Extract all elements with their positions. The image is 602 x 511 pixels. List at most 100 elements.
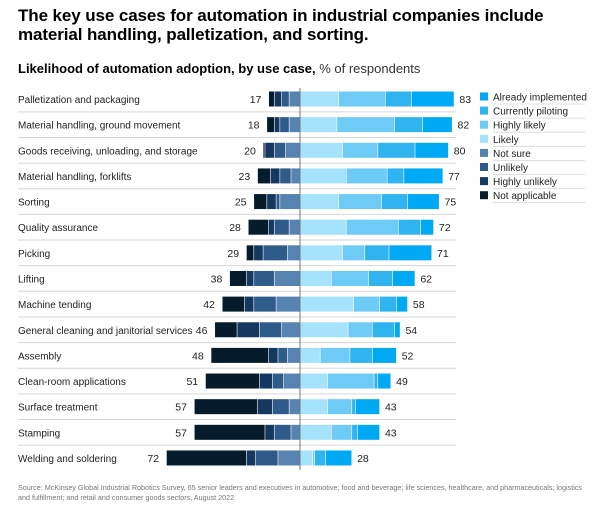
left-total-label: 29: [227, 248, 239, 260]
left-total-label: 51: [186, 376, 198, 388]
chart: Palletization and packaging 83 17 Material …: [18, 88, 587, 470]
category-label: Clean-room applications: [18, 377, 126, 388]
bar-segment-already-implemented: [422, 117, 452, 133]
bar-segment-already-implemented: [415, 142, 449, 158]
bar-segment-not-applicable: [267, 117, 274, 133]
left-total-label: 38: [211, 273, 223, 285]
bar-segment-already-implemented: [411, 91, 454, 107]
category-label: Machine tending: [18, 300, 91, 311]
bar-segment-currently-piloting: [352, 424, 358, 440]
bar-segment-likely: [300, 168, 346, 184]
right-total-label: 54: [405, 325, 417, 337]
category-label: General cleaning and janitorial services: [18, 326, 193, 337]
bar-segment-likely: [300, 322, 348, 338]
bar-segment-likely: [300, 347, 320, 363]
category-label: Material handling, ground movement: [18, 121, 181, 132]
bar-segment-likely: [300, 117, 337, 133]
bar-segment-likely: [300, 424, 332, 440]
right-total-label: 77: [448, 171, 460, 183]
bar-segment-unlikely: [259, 322, 282, 338]
bar-segment-currently-piloting: [378, 142, 415, 158]
bar-segment-highly-likely: [337, 117, 395, 133]
bar-segment-highly-likely: [320, 347, 350, 363]
left-total-label: 17: [250, 94, 262, 106]
source-note: Source: McKinsey Global Industrial Robot…: [18, 483, 582, 502]
legend-item: Not sure: [493, 149, 531, 160]
bar-segment-currently-piloting: [368, 270, 393, 286]
legend-item: Currently piloting: [493, 107, 568, 118]
bar-segment-not-sure: [291, 424, 300, 440]
bar-segment-unlikely: [276, 194, 280, 210]
right-total-label: 62: [420, 273, 432, 285]
left-total-label: 42: [203, 299, 215, 311]
category-label: Sorting: [18, 198, 50, 209]
right-total-label: 80: [454, 145, 466, 157]
legend-item: Not applicable: [493, 191, 557, 202]
legend-item: Highly likely: [493, 121, 546, 132]
bar-segment-highly-likely: [342, 142, 378, 158]
legend-item: Likely: [493, 135, 519, 146]
bar-segment-not-sure: [289, 91, 300, 107]
bar-segment-currently-piloting: [387, 168, 404, 184]
bar-segment-currently-piloting: [394, 117, 423, 133]
bar-segment-unlikely: [280, 168, 291, 184]
chart-subtitle: Likelihood of automation adoption, by us…: [18, 61, 420, 76]
bar-segment-highly-likely: [331, 270, 369, 286]
legend-swatch: [480, 120, 488, 129]
left-total-label: 48: [192, 350, 204, 362]
bar-segment-not-applicable: [229, 270, 247, 286]
bar-segment-currently-piloting: [352, 399, 356, 415]
right-total-label: 82: [458, 120, 470, 132]
legend-swatch: [480, 106, 488, 115]
bar-segment-unlikely: [278, 347, 287, 363]
legend-swatch: [480, 92, 488, 101]
bar-segment-unlikely: [274, 142, 286, 158]
bar-segment-highly-likely: [339, 194, 382, 210]
chart-title: The key use cases for automation in indu…: [18, 6, 544, 44]
bar-segment-currently-piloting: [372, 322, 395, 338]
bar-segment-highly-unlikely: [237, 322, 260, 338]
bar-segment-already-implemented: [357, 424, 380, 440]
bar-segment-unlikely: [254, 296, 276, 312]
category-label: Material handling, forklifts: [18, 172, 131, 183]
left-total-label: 28: [229, 222, 241, 234]
bar-segment-already-implemented: [407, 194, 439, 210]
legend-item: Unlikely: [493, 163, 528, 174]
bar-segment-not-sure: [289, 219, 300, 235]
bar-segment-unlikely: [282, 91, 289, 107]
legend-swatch: [480, 134, 488, 143]
bar-segment-not-applicable: [246, 245, 254, 261]
bar-segment-not-applicable: [248, 219, 269, 235]
legend-item: Highly unlikely: [493, 177, 557, 188]
bar-segment-not-applicable: [215, 322, 237, 338]
bar-segment-likely: [300, 219, 346, 235]
bar-segment-not-applicable: [263, 142, 265, 158]
bar-segment-already-implemented: [378, 373, 391, 389]
bar-segment-highly-likely: [353, 296, 380, 312]
bar-segment-already-implemented: [326, 450, 352, 466]
category-label: Assembly: [18, 351, 61, 362]
bar-segment-highly-unlikely: [246, 270, 254, 286]
bar-segment-likely: [300, 296, 354, 312]
bar-segment-not-sure: [274, 270, 300, 286]
bar-segment-highly-likely: [346, 219, 398, 235]
bar-segment-already-implemented: [393, 270, 415, 286]
bar-segment-currently-piloting: [365, 245, 389, 261]
category-label: Welding and soldering: [18, 454, 117, 465]
bar-segment-currently-piloting: [374, 373, 378, 389]
bar-segment-not-sure: [278, 450, 300, 466]
bar-segment-highly-unlikely: [265, 424, 274, 440]
right-total-label: 72: [439, 222, 451, 234]
bar-segment-not-applicable: [268, 91, 274, 107]
bar-segment-not-sure: [287, 245, 300, 261]
bar-segment-not-applicable: [211, 347, 269, 363]
bar-segment-already-implemented: [420, 219, 434, 235]
right-total-label: 75: [445, 197, 457, 209]
left-total-label: 20: [244, 145, 256, 157]
bar-segment-likely: [300, 194, 339, 210]
bar-segment-likely: [300, 399, 328, 415]
bar-segment-currently-piloting: [385, 91, 411, 107]
bar-segment-highly-unlikely: [268, 347, 278, 363]
bar-segment-not-sure: [291, 168, 300, 184]
bar-segment-not-sure: [287, 347, 300, 363]
